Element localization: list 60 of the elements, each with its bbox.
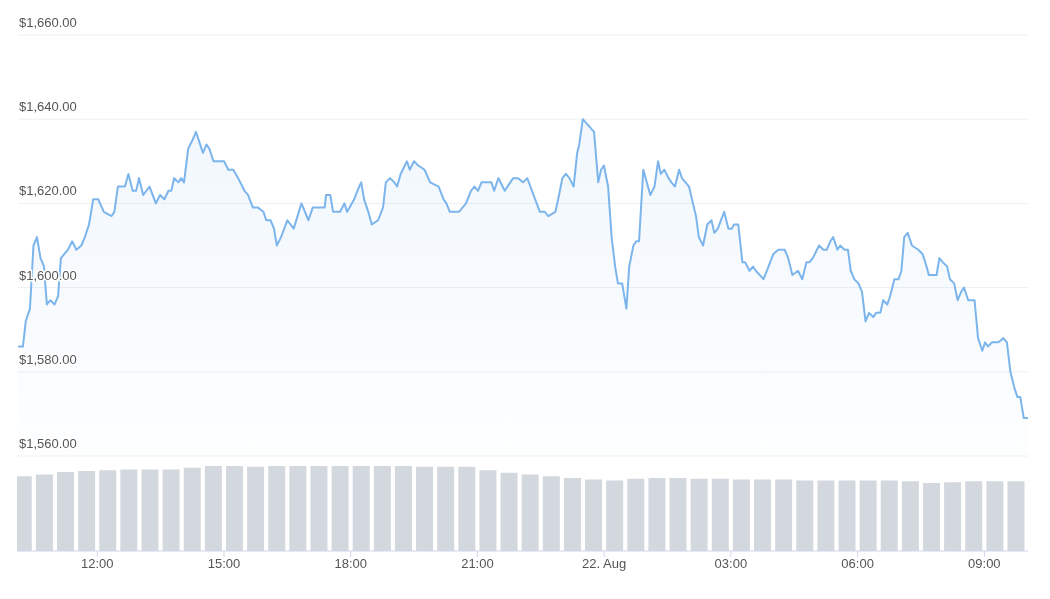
bar	[732, 479, 750, 551]
bar	[796, 480, 814, 551]
bar	[78, 471, 96, 551]
bar	[416, 466, 434, 551]
bar	[965, 481, 983, 551]
x-tick-label: 09:00	[968, 556, 1001, 572]
bar	[35, 474, 53, 551]
bar	[225, 466, 243, 551]
bar	[183, 467, 201, 551]
bar	[754, 479, 772, 551]
bar	[648, 477, 666, 551]
bar	[373, 466, 391, 551]
y-tick-label: $1,660.00	[19, 15, 77, 30]
bar	[57, 471, 75, 551]
bar	[479, 470, 497, 551]
x-tick-label: 22. Aug	[582, 556, 627, 572]
bar	[711, 478, 729, 551]
bar	[606, 480, 624, 551]
bar	[690, 478, 708, 551]
x-tick-label: 06:00	[841, 556, 874, 572]
x-tick-label: 15:00	[207, 556, 241, 572]
bar	[1007, 481, 1025, 551]
y-tick-label: $1,580.00	[19, 351, 77, 367]
bar	[775, 479, 793, 551]
y-tick-label: $1,560.00	[19, 436, 77, 451]
bar	[542, 476, 560, 551]
bar	[458, 466, 476, 551]
x-tick-label: 21:00	[461, 556, 494, 572]
bar	[437, 466, 455, 551]
bar	[247, 466, 265, 551]
bar	[289, 466, 307, 551]
bar	[268, 466, 286, 551]
bar	[922, 483, 940, 551]
y-tick-label: $1,640.00	[19, 99, 77, 115]
bar	[669, 477, 687, 551]
bar	[521, 474, 539, 551]
bar	[310, 466, 328, 551]
bar	[99, 470, 117, 551]
bar	[859, 480, 877, 551]
y-tick-label: $1,620.00	[19, 183, 77, 199]
bar	[500, 472, 518, 551]
bar	[585, 479, 603, 551]
bar	[986, 481, 1004, 551]
bar	[331, 466, 349, 551]
bar	[563, 477, 581, 551]
bar	[141, 469, 159, 551]
bar	[204, 466, 222, 551]
bar	[394, 466, 412, 551]
bar	[944, 482, 962, 551]
bar	[162, 469, 180, 551]
bar	[627, 478, 645, 551]
bar	[838, 480, 856, 551]
bar	[352, 466, 370, 551]
bar	[817, 480, 835, 551]
x-tick-label: 03:00	[714, 556, 748, 572]
bar	[901, 481, 919, 551]
bar	[880, 480, 898, 551]
x-tick-label: 12:00	[80, 556, 114, 572]
x-tick-label: 18:00	[334, 556, 367, 572]
bar	[120, 469, 138, 551]
